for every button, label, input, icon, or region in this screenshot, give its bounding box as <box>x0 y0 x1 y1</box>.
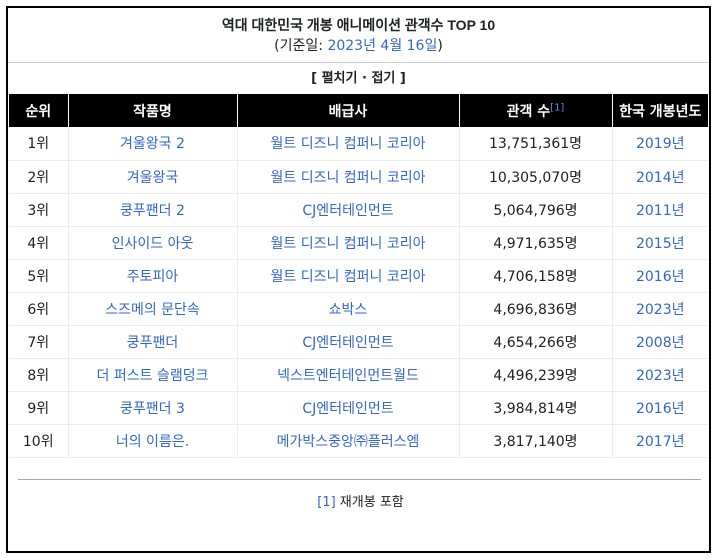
distributor-link[interactable]: 넥스트엔터테인먼트월드 <box>236 358 459 392</box>
header-title: 작품명 <box>67 94 237 127</box>
table-row: 3위 쿵푸팬더 2 CJ엔터테인먼트 5,064,796명 2011년 <box>9 193 708 227</box>
header-audience-ref[interactable]: [1] <box>550 101 565 113</box>
title-link[interactable]: 스즈메의 문단속 <box>67 292 237 326</box>
distributor-link[interactable]: 월트 디즈니 컴퍼니 코리아 <box>236 160 459 194</box>
year-link[interactable]: 2023년 <box>611 358 708 392</box>
audience-cell: 4,654,266명 <box>458 325 612 359</box>
year-link[interactable]: 2023년 <box>611 292 708 326</box>
rank-cell: 9위 <box>9 391 68 425</box>
year-link[interactable]: 2016년 <box>611 259 708 293</box>
year-link[interactable]: 2019년 <box>611 127 708 161</box>
header-rank: 순위 <box>9 94 68 127</box>
table-row: 7위 쿵푸팬더 CJ엔터테인먼트 4,654,266명 2008년 <box>9 325 708 359</box>
infobox-frame: 역대 대한민국 개봉 애니메이션 관객수 TOP 10 (기준일: 2023년 … <box>6 6 711 553</box>
table-row: 4위 인사이드 아웃 월트 디즈니 컴퍼니 코리아 4,971,635명 2015년 <box>9 226 708 260</box>
title-link[interactable]: 너의 이름은. <box>67 424 237 458</box>
page-title: 역대 대한민국 개봉 애니메이션 관객수 TOP 10 <box>221 17 496 33</box>
distributor-link[interactable]: 월트 디즈니 컴퍼니 코리아 <box>236 259 459 293</box>
table-row: 2위 겨울왕국 월트 디즈니 컴퍼니 코리아 10,305,070명 2014년 <box>9 160 708 194</box>
year-link[interactable]: 2016년 <box>611 391 708 425</box>
subtitle-prefix: (기준일: <box>274 38 328 54</box>
footnote: [1] 재개봉 포함 <box>8 491 713 510</box>
rank-cell: 10위 <box>9 424 68 458</box>
year-link[interactable]: 2011년 <box>611 193 708 227</box>
audience-cell: 5,064,796명 <box>458 193 612 227</box>
footnote-text: 재개봉 포함 <box>335 495 404 510</box>
rank-cell: 2위 <box>9 160 68 194</box>
ranking-table: 순위 작품명 배급사 관객 수[1] 한국 개봉년도 1위 겨울왕국 2 월트 디즈… <box>9 94 708 458</box>
expand-collapse-toggle[interactable]: [ 펼치기 · 접기 ] <box>311 71 406 86</box>
audience-cell: 3,984,814명 <box>458 391 612 425</box>
audience-cell: 4,706,158명 <box>458 259 612 293</box>
rank-cell: 3위 <box>9 193 68 227</box>
audience-cell: 3,817,140명 <box>458 424 612 458</box>
header-audience: 관객 수[1] <box>458 94 612 127</box>
table-row: 8위 더 퍼스트 슬램덩크 넥스트엔터테인먼트월드 4,496,239명 2023년 <box>9 358 708 392</box>
distributor-link[interactable]: CJ엔터테인먼트 <box>236 193 459 227</box>
subtitle-suffix: ) <box>437 38 443 54</box>
notes-divider <box>18 479 701 480</box>
reference-date-link[interactable]: 2023년 4월 16일 <box>327 38 438 54</box>
table-row: 9위 쿵푸팬더 3 CJ엔터테인먼트 3,984,814명 2016년 <box>9 391 708 425</box>
rank-cell: 7위 <box>9 325 68 359</box>
title-link[interactable]: 겨울왕국 2 <box>67 127 237 161</box>
year-link[interactable]: 2017년 <box>611 424 708 458</box>
table-row: 10위 너의 이름은. 메가박스중앙㈜플러스엠 3,817,140명 2017년 <box>9 424 708 458</box>
rank-cell: 4위 <box>9 226 68 260</box>
distributor-link[interactable]: 쇼박스 <box>236 292 459 326</box>
year-link[interactable]: 2014년 <box>611 160 708 194</box>
year-link[interactable]: 2015년 <box>611 226 708 260</box>
rank-cell: 5위 <box>9 259 68 293</box>
title-link[interactable]: 쿵푸팬더 3 <box>67 391 237 425</box>
distributor-link[interactable]: CJ엔터테인먼트 <box>236 325 459 359</box>
table-header-row: 순위 작품명 배급사 관객 수[1] 한국 개봉년도 <box>9 94 708 127</box>
audience-cell: 13,751,361명 <box>458 127 612 161</box>
title-box: 역대 대한민국 개봉 애니메이션 관객수 TOP 10 (기준일: 2023년 … <box>8 8 709 63</box>
title-link[interactable]: 인사이드 아웃 <box>67 226 237 260</box>
subtitle: (기준일: 2023년 4월 16일) <box>8 34 709 56</box>
distributor-link[interactable]: 월트 디즈니 컴퍼니 코리아 <box>236 127 459 161</box>
table-row: 1위 겨울왕국 2 월트 디즈니 컴퍼니 코리아 13,751,361명 2019년 <box>9 127 708 161</box>
title-link[interactable]: 더 퍼스트 슬램덩크 <box>67 358 237 392</box>
distributor-link[interactable]: CJ엔터테인먼트 <box>236 391 459 425</box>
header-audience-label: 관객 수 <box>506 103 551 120</box>
header-distributor: 배급사 <box>236 94 459 127</box>
title-link[interactable]: 겨울왕국 <box>67 160 237 194</box>
header-year: 한국 개봉년도 <box>611 94 708 127</box>
title-link[interactable]: 쿵푸팬더 <box>67 325 237 359</box>
table-row: 5위 주토피아 월트 디즈니 컴퍼니 코리아 4,706,158명 2016년 <box>9 259 708 293</box>
rank-cell: 8위 <box>9 358 68 392</box>
footnote-ref-link[interactable]: [1] <box>317 495 336 510</box>
audience-cell: 10,305,070명 <box>458 160 612 194</box>
audience-cell: 4,496,239명 <box>458 358 612 392</box>
rank-cell: 1위 <box>9 127 68 161</box>
distributor-link[interactable]: 월트 디즈니 컴퍼니 코리아 <box>236 226 459 260</box>
table-row: 6위 스즈메의 문단속 쇼박스 4,696,836명 2023년 <box>9 292 708 326</box>
distributor-link[interactable]: 메가박스중앙㈜플러스엠 <box>236 424 459 458</box>
rank-cell: 6위 <box>9 292 68 326</box>
audience-cell: 4,696,836명 <box>458 292 612 326</box>
audience-cell: 4,971,635명 <box>458 226 612 260</box>
year-link[interactable]: 2008년 <box>611 325 708 359</box>
title-link[interactable]: 쿵푸팬더 2 <box>67 193 237 227</box>
title-link[interactable]: 주토피아 <box>67 259 237 293</box>
